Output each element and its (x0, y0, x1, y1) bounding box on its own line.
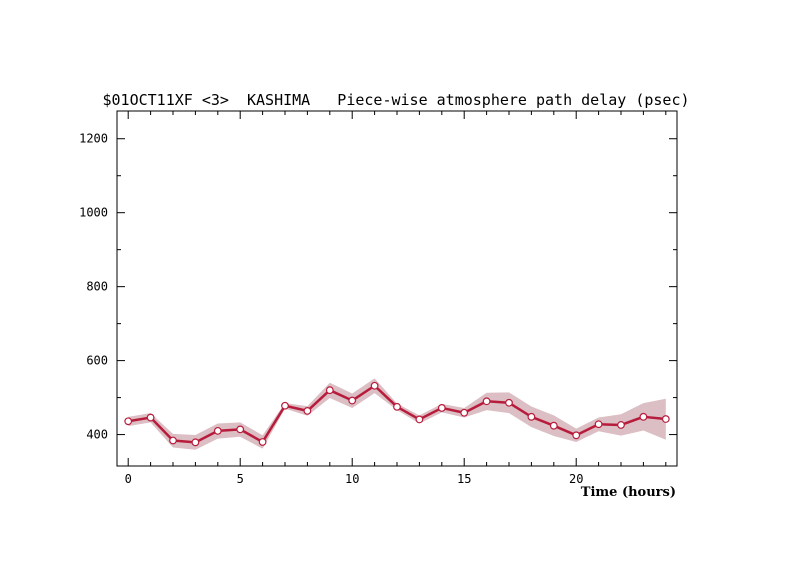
data-point (146, 413, 155, 422)
plot-frame (116, 110, 678, 467)
x-tick-label: 20 (569, 472, 583, 486)
uncertainty-band (128, 378, 666, 450)
data-point (213, 426, 222, 435)
data-point (661, 415, 670, 423)
data-point (639, 412, 648, 421)
data-point (281, 401, 289, 410)
x-tick-label: 10 (345, 472, 359, 486)
data-point (258, 438, 267, 446)
data-point (236, 425, 245, 434)
data-point (527, 412, 536, 421)
y-tick-label: 600 (86, 354, 108, 368)
data-point (572, 431, 581, 440)
data-point (505, 398, 513, 407)
y-tick-label: 800 (86, 280, 108, 294)
y-tick-label: 1200 (79, 132, 108, 146)
data-point (594, 420, 603, 429)
data-point (169, 436, 177, 445)
data-point (617, 421, 625, 429)
data-point (415, 415, 424, 424)
data-point (460, 408, 469, 417)
y-tick-label: 1000 (79, 206, 108, 220)
data-point (348, 396, 357, 405)
data-point (325, 386, 334, 395)
x-axis-label: Time (hours) (581, 485, 676, 500)
data-point (303, 407, 312, 415)
data-point (393, 402, 401, 411)
data-point (124, 417, 133, 426)
chart-title: $01OCT11XF <3> KASHIMA Piece-wise atmosp… (103, 91, 690, 109)
x-tick-label: 15 (457, 472, 471, 486)
data-point (549, 421, 558, 430)
x-tick-label: 5 (237, 472, 244, 486)
y-tick-label: 400 (86, 428, 108, 442)
data-point (437, 404, 446, 412)
data-point (482, 397, 491, 406)
data-point (191, 438, 200, 447)
x-tick-label: 0 (125, 472, 132, 486)
data-point (370, 381, 379, 390)
